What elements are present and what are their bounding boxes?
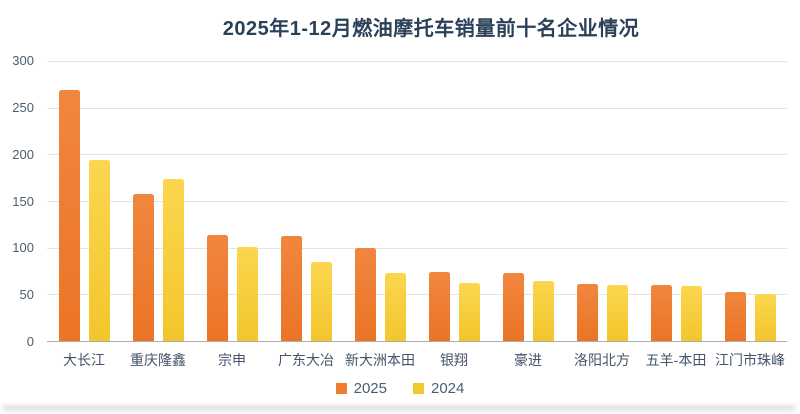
legend-label: 2025 bbox=[353, 380, 387, 397]
gridline-150 bbox=[47, 201, 787, 202]
legend-label: 2024 bbox=[431, 380, 465, 397]
legend-item-2024: 2024 bbox=[413, 380, 464, 397]
bar-group-9 bbox=[639, 61, 713, 341]
bar-2025-豪进 bbox=[502, 272, 524, 341]
bar-2024-新大洲本田 bbox=[384, 272, 406, 341]
bar-2025-江门市珠峰 bbox=[724, 291, 746, 341]
watermark-blur-strip bbox=[2, 405, 796, 411]
y-tick-label-100: 100 bbox=[12, 240, 34, 256]
y-axis: 300 250 200 150 100 50 0 bbox=[0, 53, 40, 349]
y-tick-label-200: 200 bbox=[12, 146, 34, 162]
bar-group-6 bbox=[417, 61, 491, 341]
gridline-200 bbox=[47, 154, 787, 156]
x-category-label-5: 新大洲本田 bbox=[345, 352, 415, 368]
gridline-300 bbox=[47, 61, 787, 62]
x-category-label-3: 宗申 bbox=[218, 352, 246, 368]
plot-area bbox=[47, 61, 787, 342]
bar-group-7 bbox=[491, 61, 565, 341]
legend-swatch-icon bbox=[413, 383, 424, 394]
x-category-label-9: 五羊-本田 bbox=[645, 352, 707, 368]
y-tick-label-0: 0 bbox=[26, 334, 34, 349]
bar-2025-银翔 bbox=[428, 271, 450, 341]
y-tick-label-250: 250 bbox=[12, 99, 34, 115]
bar-2024-洛阳北方 bbox=[606, 285, 628, 341]
bar-group-1 bbox=[47, 61, 121, 341]
x-category-label-10: 江门市珠峰 bbox=[715, 352, 785, 368]
gridline-50 bbox=[47, 294, 787, 296]
x-category-label-8: 洛阳北方 bbox=[574, 352, 630, 368]
bar-2024-重庆隆鑫 bbox=[162, 178, 184, 341]
bar-2024-银翔 bbox=[458, 283, 480, 341]
y-tick-label-50: 50 bbox=[19, 287, 34, 303]
bar-2024-广东大冶 bbox=[310, 261, 332, 341]
bar-2024-大长江 bbox=[88, 159, 110, 341]
x-category-label-4: 广东大冶 bbox=[278, 352, 334, 368]
bar-2024-宗申 bbox=[236, 246, 258, 341]
bar-2025-新大洲本田 bbox=[354, 247, 376, 341]
bar-2025-广东大冶 bbox=[280, 236, 302, 341]
x-category-label-6: 银翔 bbox=[440, 352, 468, 368]
bar-group-3 bbox=[195, 61, 269, 341]
x-category-label-2: 重庆隆鑫 bbox=[130, 352, 186, 368]
bar-2024-五羊-本田 bbox=[680, 285, 702, 341]
x-axis: 大长江 重庆隆鑫 宗申 广东大冶 新大洲本田 银翔 豪进 洛阳北方 五羊-本田 江门市珠峰 bbox=[47, 350, 787, 370]
gridline-100 bbox=[47, 247, 787, 249]
chart-title: 2025年1-12月燃油摩托车销量前十名企业情况 bbox=[222, 18, 640, 40]
x-category-label-7: 豪进 bbox=[514, 352, 542, 368]
y-tick-label-150: 150 bbox=[12, 193, 34, 209]
bar-group-8 bbox=[565, 61, 639, 341]
x-category-label-1: 大长江 bbox=[63, 352, 105, 368]
bar-group-10 bbox=[713, 61, 787, 341]
bar-group-5 bbox=[343, 61, 417, 341]
bar-group-2 bbox=[121, 61, 195, 341]
legend-item-2025: 2025 bbox=[335, 380, 387, 397]
gridline-250 bbox=[47, 107, 787, 109]
bar-2024-豪进 bbox=[532, 281, 554, 341]
bar-2024-江门市珠峰 bbox=[754, 294, 776, 341]
legend: 2025 2024 bbox=[0, 380, 800, 397]
bar-2025-宗申 bbox=[206, 234, 228, 341]
bar-2025-重庆隆鑫 bbox=[132, 194, 154, 341]
y-tick-label-300: 300 bbox=[12, 53, 34, 68]
legend-swatch-icon bbox=[335, 383, 347, 394]
bar-2025-大长江 bbox=[58, 89, 80, 341]
bar-2025-五羊-本田 bbox=[650, 285, 672, 341]
bars-row bbox=[47, 61, 787, 341]
bar-group-4 bbox=[269, 61, 343, 341]
bar-2025-洛阳北方 bbox=[576, 284, 598, 341]
